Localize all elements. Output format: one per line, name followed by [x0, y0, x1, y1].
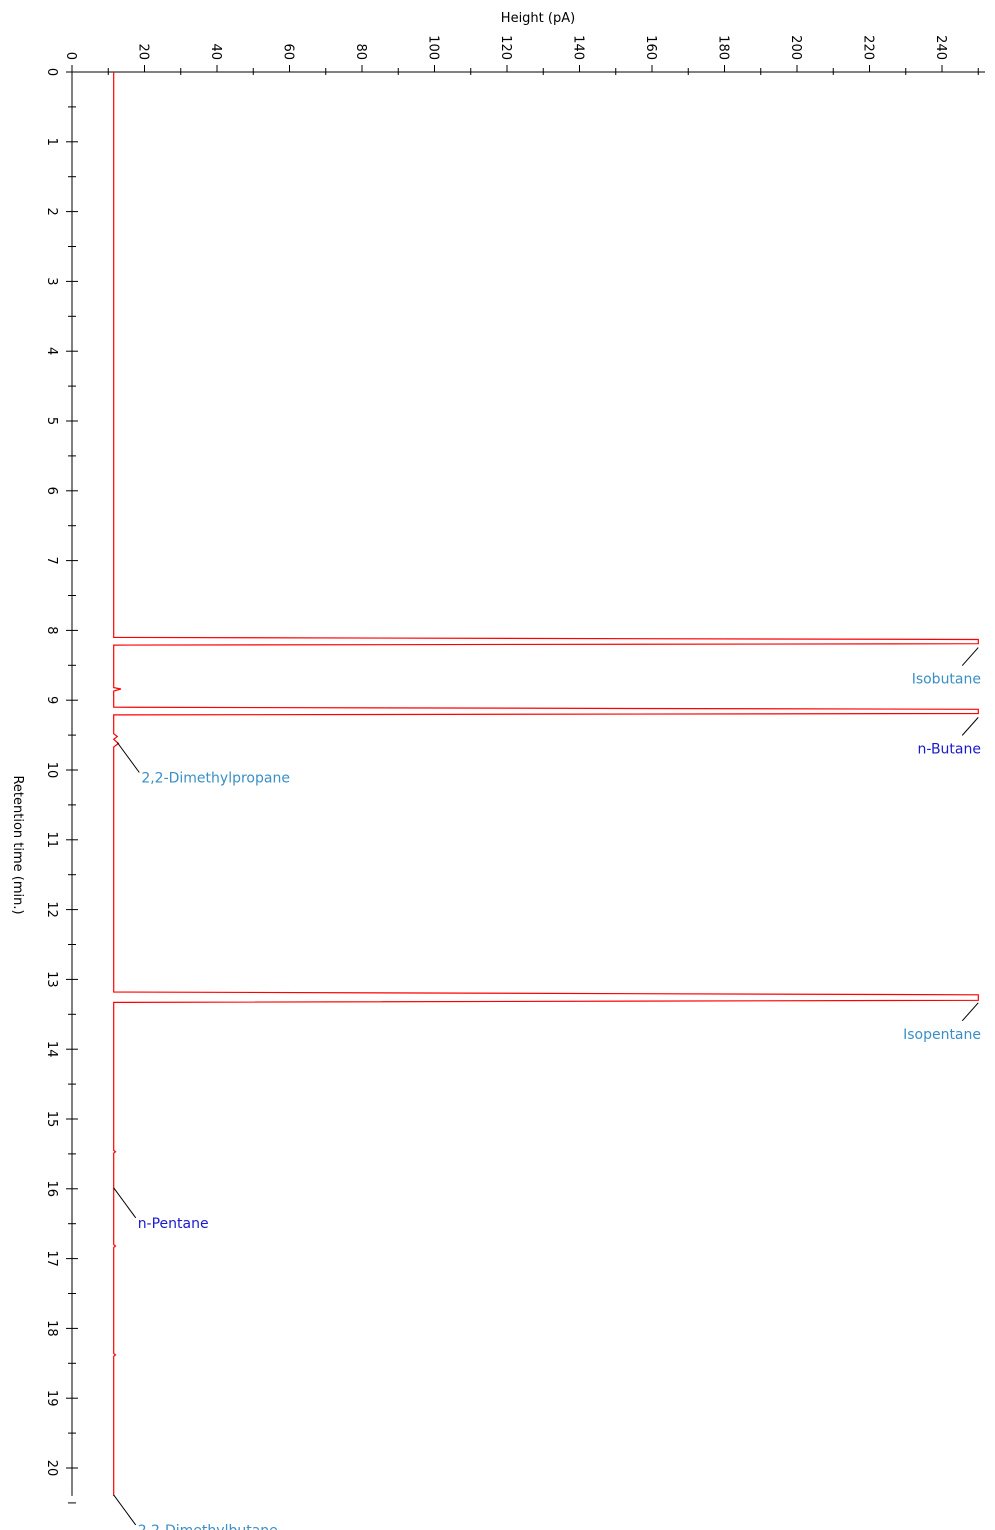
- y-tick-label: 13: [44, 971, 59, 988]
- y-tick-label: 16: [44, 1181, 59, 1198]
- x-axis-title: Height (pA): [501, 11, 575, 26]
- y-tick-label: 1: [44, 138, 59, 146]
- y-tick-label: 17: [44, 1250, 59, 1267]
- peak-leader-line: [961, 647, 979, 666]
- x-tick-label: 160: [643, 35, 658, 60]
- x-tick-label: 40: [208, 43, 223, 60]
- x-tick-label: 200: [788, 35, 803, 60]
- peak-label: 2,2-Dimethylbutane: [138, 1523, 278, 1530]
- x-tick-label: 220: [861, 35, 876, 60]
- y-tick-label: 14: [44, 1041, 59, 1058]
- y-tick-label: 7: [44, 556, 59, 564]
- y-tick-label: 18: [44, 1320, 59, 1337]
- x-tick-label: 20: [136, 43, 151, 60]
- y-tick-label: 15: [44, 1111, 59, 1128]
- x-tick-label: 120: [498, 35, 513, 60]
- x-tick-label: 60: [281, 43, 296, 60]
- peak-leader-line: [113, 1187, 137, 1219]
- y-tick-label: 19: [44, 1390, 59, 1407]
- y-tick-label: 8: [44, 626, 59, 634]
- peak-label: Isobutane: [912, 672, 981, 688]
- y-tick-label: 5: [44, 417, 59, 425]
- y-tick-label: 2: [44, 207, 59, 215]
- y-tick-label: 6: [44, 487, 59, 495]
- y-tick-label: 4: [44, 347, 59, 355]
- peak-leader-line: [113, 1494, 137, 1526]
- x-tick-label: 0: [63, 52, 78, 60]
- peak-leader-line: [961, 717, 979, 736]
- y-tick-label: 11: [44, 832, 59, 849]
- x-tick-label: 140: [571, 35, 586, 60]
- peak-label: Isopentane: [903, 1027, 981, 1043]
- y-axis-title: Retention time (min.): [10, 775, 25, 914]
- y-tick-label: 3: [44, 277, 59, 285]
- peak-label: n-Pentane: [138, 1216, 209, 1232]
- x-tick-label: 240: [933, 35, 948, 60]
- peak-label: n-Butane: [918, 741, 981, 757]
- y-tick-label: 10: [44, 762, 59, 779]
- peak-label: 2,2-Dimethylpropane: [141, 770, 290, 786]
- x-tick-label: 100: [426, 35, 441, 60]
- y-tick-label: 0: [44, 68, 59, 76]
- peak-label-layer: Isobutane n-Butane 2,2-Dimethylpropane Isop…: [113, 647, 981, 1530]
- peak-leader-line: [961, 1002, 979, 1022]
- y-tick-label: 20: [44, 1460, 59, 1477]
- peak-leader-line: [116, 742, 140, 773]
- x-tick-label: 180: [716, 35, 731, 60]
- x-tick-label: 80: [353, 43, 368, 60]
- y-tick-label: 12: [44, 901, 59, 918]
- x-axis: 0 20 40 60 80 100 120 140 160 180 200 220 240: [63, 35, 985, 75]
- y-tick-label: 9: [44, 696, 59, 704]
